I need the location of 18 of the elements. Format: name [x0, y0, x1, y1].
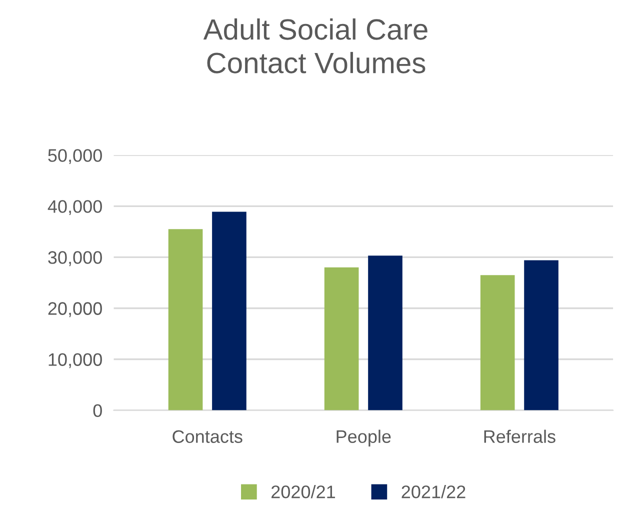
y-tick-label: 0 — [93, 404, 102, 417]
y-tick-label: 50,000 — [48, 149, 102, 164]
bar — [212, 212, 246, 410]
chart-title: Adult Social Care Contact Volumes — [203, 18, 428, 74]
bar — [168, 229, 203, 410]
bar — [480, 275, 515, 410]
bar — [368, 256, 402, 410]
y-tick-label: 20,000 — [48, 302, 102, 318]
y-tick-label: 40,000 — [48, 200, 102, 216]
legend-label: 2021/22 — [402, 485, 466, 498]
bar — [324, 267, 359, 410]
x-tick-label: Contacts — [172, 430, 242, 443]
x-tick-label: People — [336, 430, 391, 447]
x-tick-label: Referrals — [484, 430, 556, 443]
legend-label: 2020/21 — [272, 485, 335, 498]
y-tick-label: 30,000 — [48, 251, 102, 266]
bar — [524, 260, 558, 410]
y-tick-label: 10,000 — [48, 353, 102, 368]
